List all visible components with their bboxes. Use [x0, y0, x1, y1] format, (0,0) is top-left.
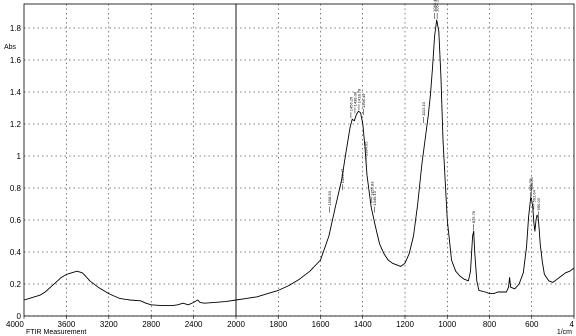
grid [24, 4, 574, 317]
x-unit-label: 1/cm [557, 329, 572, 336]
x-tick-label: 3600 [58, 320, 76, 329]
x-tick-label: 600 [525, 320, 539, 329]
peak-label: 1396.49 [361, 93, 366, 108]
x-tick-label: 4000 [6, 320, 24, 329]
y-tick-label: 0 [17, 312, 22, 321]
y-tick-label: 1.8 [10, 24, 22, 33]
x-tick-label: 2800 [142, 320, 160, 329]
y-tick-label: 1.6 [10, 56, 22, 65]
y-tick-label: 1.2 [10, 120, 22, 129]
peak-label: 1438.00 [352, 91, 357, 106]
x-tick-label: 1800 [269, 320, 287, 329]
y-tick-label: 1.4 [10, 88, 22, 97]
x-tick-label: 4 [570, 320, 575, 329]
x-tick-label: 800 [483, 320, 497, 329]
x-tick-label: 3200 [100, 320, 118, 329]
peak-label: 1558.50 [327, 190, 332, 205]
footer-label: FTIR Measurement [26, 329, 86, 336]
peak-label: 605.73 [528, 178, 533, 191]
y-tick-label: 0.4 [10, 248, 22, 257]
x-tick-label: 1600 [312, 320, 330, 329]
peak-label: 1112.10 [421, 101, 426, 116]
peak-annotations: 1558.50 1496.47 1456.26 1438.00 1418.78 1396.… [327, 0, 541, 231]
x-tick-label: 1000 [438, 320, 456, 329]
peak-label: 1384.65 [364, 141, 369, 156]
peak-label: 875.76 [471, 210, 476, 223]
y-axis-label: Abs [4, 44, 17, 51]
x-tick-label: 1400 [354, 320, 372, 329]
peak-label: 600.23 [529, 177, 534, 190]
series [23, 19, 575, 307]
x-tick-label: 2000 [227, 320, 245, 329]
x-tick-label: 1200 [396, 320, 414, 329]
peak-label: 1040.45 [432, 0, 437, 12]
peak-label: 565.03 [536, 197, 541, 210]
y-tick-label: 0.8 [10, 184, 22, 193]
peak-label: 591.64 [531, 189, 536, 202]
plot-frame [23, 3, 575, 317]
peak-label: 1356.83 [369, 181, 374, 196]
peak-label: 1054.20 [435, 0, 440, 12]
peak-label: 1349.13 [372, 190, 377, 205]
y-tick-label: 0.2 [10, 280, 22, 289]
peak-label: 1418.78 [356, 88, 361, 103]
peak-label: 1496.47 [340, 168, 345, 183]
axis-ticks: 0 0.2 0.4 0.6 0.8 1 1.2 1.4 1.6 1.8 4000 3600 3200 28… [6, 24, 575, 329]
spectrum-line [23, 19, 575, 307]
y-tick-label: 0.6 [10, 216, 22, 225]
y-tick-label: 1 [17, 152, 22, 161]
x-tick-label: 2400 [185, 320, 203, 329]
peak-label: 1456.26 [348, 96, 353, 111]
